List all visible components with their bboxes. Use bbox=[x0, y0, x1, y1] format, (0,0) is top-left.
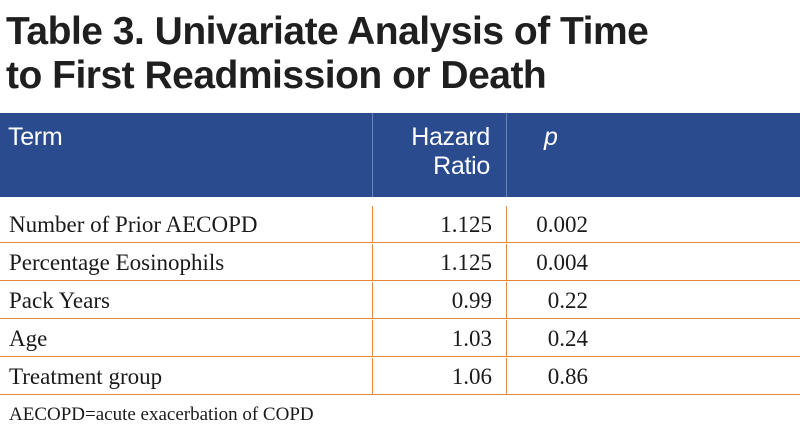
table-title: Table 3. Univariate Analysis of Time to … bbox=[6, 10, 786, 98]
cell-term: Treatment group bbox=[9, 364, 163, 389]
cell-p-value: 0.004 bbox=[536, 250, 588, 275]
column-divider bbox=[372, 320, 373, 356]
cell-hazard-ratio: 1.125 bbox=[440, 212, 492, 237]
column-divider bbox=[372, 358, 373, 394]
cell-hazard-ratio: 0.99 bbox=[451, 288, 492, 313]
table-title-line1: Table 3. Univariate Analysis of Time bbox=[6, 10, 649, 53]
header-p-value: p bbox=[544, 123, 558, 151]
column-divider bbox=[506, 206, 507, 242]
table-row: Age 1.03 0.24 bbox=[0, 320, 800, 357]
column-divider bbox=[506, 282, 507, 318]
cell-p-value: 0.24 bbox=[547, 326, 588, 351]
table-row: Percentage Eosinophils 1.125 0.004 bbox=[0, 244, 800, 281]
column-divider bbox=[506, 358, 507, 394]
cell-term: Number of Prior AECOPD bbox=[9, 212, 258, 237]
table-header: Term Hazard Ratio p bbox=[0, 113, 800, 197]
header-hazard-ratio-line2: Ratio bbox=[433, 152, 490, 180]
column-divider bbox=[372, 206, 373, 242]
header-hazard-ratio-line1: Hazard bbox=[411, 123, 490, 151]
cell-p-value: 0.22 bbox=[547, 288, 588, 313]
header-hazard-ratio: Hazard Ratio bbox=[372, 123, 490, 181]
cell-term: Percentage Eosinophils bbox=[9, 250, 225, 275]
column-divider bbox=[372, 244, 373, 280]
column-divider bbox=[506, 244, 507, 280]
cell-hazard-ratio: 1.125 bbox=[440, 250, 492, 275]
table-title-line2: to First Readmission or Death bbox=[6, 54, 547, 97]
cell-hazard-ratio: 1.03 bbox=[451, 326, 492, 351]
column-divider bbox=[372, 282, 373, 318]
column-divider bbox=[372, 113, 373, 197]
header-term: Term bbox=[8, 123, 63, 151]
table-row: Pack Years 0.99 0.22 bbox=[0, 282, 800, 319]
table-row: Treatment group 1.06 0.86 bbox=[0, 358, 800, 395]
table-row: Number of Prior AECOPD 1.125 0.002 bbox=[0, 206, 800, 243]
column-divider bbox=[506, 320, 507, 356]
table-footnote: AECOPD=acute exacerbation of COPD bbox=[9, 404, 314, 425]
cell-p-value: 0.002 bbox=[536, 212, 588, 237]
cell-term: Pack Years bbox=[9, 288, 110, 313]
cell-p-value: 0.86 bbox=[547, 364, 588, 389]
column-divider bbox=[506, 113, 507, 197]
cell-hazard-ratio: 1.06 bbox=[451, 364, 492, 389]
cell-term: Age bbox=[9, 326, 48, 351]
